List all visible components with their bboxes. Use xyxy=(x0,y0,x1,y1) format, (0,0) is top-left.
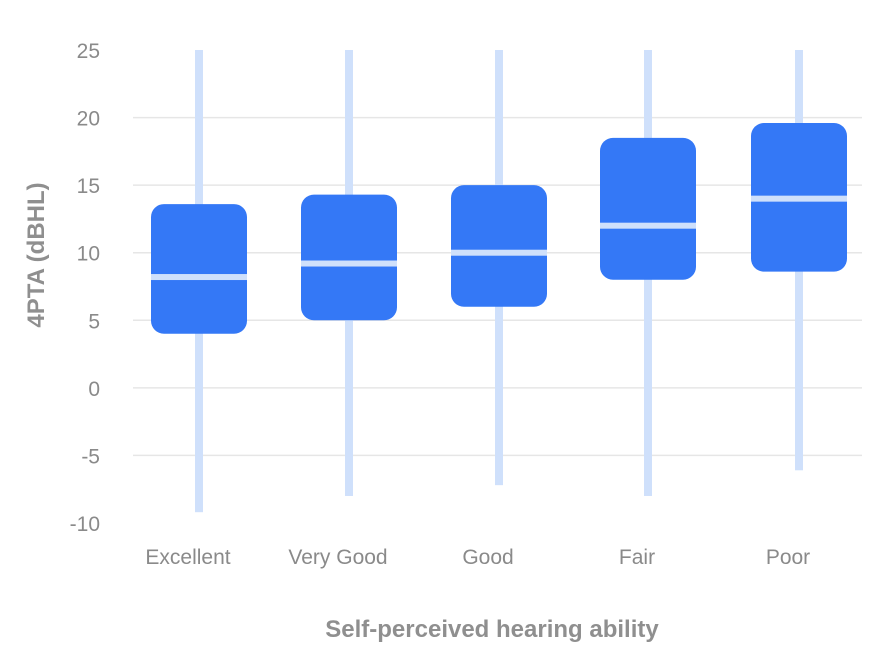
box-group-very-good xyxy=(301,50,397,496)
y-axis-ticks: 25 20 15 10 5 0 -5 -10 xyxy=(70,40,100,536)
median-line xyxy=(751,195,847,202)
y-tick-label: -5 xyxy=(81,445,100,468)
box-group-good xyxy=(451,50,547,486)
y-tick-label: 25 xyxy=(77,40,100,63)
y-tick-label: 5 xyxy=(88,310,100,333)
box xyxy=(451,185,547,307)
box-group-fair xyxy=(600,50,696,496)
y-tick-label: 20 xyxy=(77,108,100,131)
box-group-poor xyxy=(751,50,847,471)
box xyxy=(600,137,696,280)
x-tick-label: Poor xyxy=(766,546,810,569)
box-group-excellent xyxy=(151,50,247,513)
x-axis-ticks: Excellent Very Good Good Fair Poor xyxy=(145,546,810,569)
median-line xyxy=(600,222,696,229)
median-line xyxy=(151,274,247,281)
y-tick-label: 10 xyxy=(77,243,100,266)
x-axis-title: Self-perceived hearing ability xyxy=(325,616,659,643)
x-tick-label: Good xyxy=(462,546,513,569)
boxes xyxy=(151,50,847,513)
median-line xyxy=(301,260,397,267)
y-tick-label: 0 xyxy=(88,378,100,401)
y-tick-label: -10 xyxy=(70,513,100,536)
median-line xyxy=(451,249,547,256)
y-axis-title: 4PTA (dBHL) xyxy=(23,182,50,327)
box xyxy=(301,194,397,321)
x-tick-label: Excellent xyxy=(145,546,230,569)
x-tick-label: Very Good xyxy=(288,546,387,569)
x-tick-label: Fair xyxy=(619,546,655,569)
box xyxy=(151,204,247,334)
y-tick-label: 15 xyxy=(77,175,100,198)
